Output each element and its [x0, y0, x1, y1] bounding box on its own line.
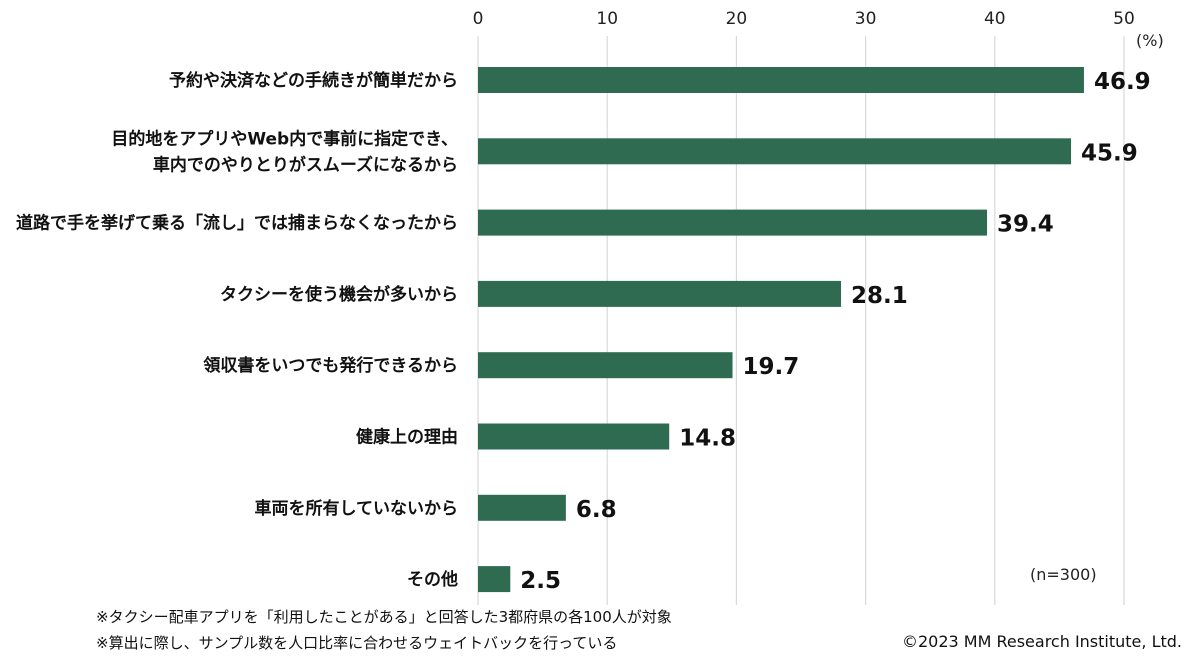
footnote-weighting: ※算出に際し、サンプル数を人口比率に合わせるウェイトバックを行っている	[96, 634, 618, 652]
value-label: 2.5	[520, 568, 561, 594]
x-tick-label: 20	[726, 9, 748, 29]
value-label: 45.9	[1081, 140, 1138, 166]
category-label: 予約や決済などの手続きが簡単だから	[169, 70, 458, 91]
value-label: 28.1	[851, 283, 908, 309]
category-label: 領収書をいつでも発行できるから	[203, 355, 458, 376]
x-tick-label: 30	[855, 9, 877, 29]
sample-size-label: (n=300)	[1030, 565, 1097, 584]
x-tick-label: 50	[1113, 9, 1135, 29]
category-label: 道路で手を挙げて乗る「流し」では捕まらなくなったから	[16, 213, 458, 234]
value-label: 14.8	[679, 426, 736, 452]
bar	[478, 138, 1072, 165]
bar	[478, 566, 511, 593]
x-tick-label: 0	[473, 9, 484, 29]
value-label: 46.9	[1094, 69, 1151, 95]
bar	[478, 209, 988, 236]
x-tick-label: 40	[984, 9, 1006, 29]
x-tick-label: 10	[596, 9, 618, 29]
bar	[478, 423, 670, 450]
value-label: 6.8	[576, 497, 617, 523]
category-labels: 予約や決済などの手続きが簡単だから目的地をアプリやWeb内で事前に指定でき、車内…	[16, 70, 458, 590]
category-label: 目的地をアプリやWeb内で事前に指定でき、	[111, 128, 458, 149]
category-label: 車両を所有していないから	[255, 498, 459, 519]
bars	[478, 67, 1084, 593]
x-axis-unit: (%)	[1136, 31, 1164, 50]
category-label: 車内でのやりとりがスムーズになるから	[153, 154, 458, 175]
category-label: その他	[407, 569, 458, 590]
bar	[478, 494, 566, 521]
value-labels: 46.9 45.9 39.4 28.1 19.7 14.8 6.8 2.5	[520, 69, 1150, 594]
value-label: 19.7	[743, 354, 800, 380]
category-label: タクシーを使う機会が多いから	[220, 284, 458, 305]
bar	[478, 67, 1084, 93]
footnote-respondents: ※タクシー配車アプリを「利用したことがある」と回答した3都府県の各100人が対象	[96, 608, 672, 626]
copyright-notice: ©2023 MM Research Institute, Ltd.	[901, 632, 1182, 651]
bar	[478, 352, 733, 379]
value-label: 39.4	[997, 212, 1054, 238]
x-axis-ticks: 0 10 20 30 40 50	[473, 9, 1135, 29]
bar	[478, 280, 842, 307]
category-label: 健康上の理由	[356, 427, 458, 448]
